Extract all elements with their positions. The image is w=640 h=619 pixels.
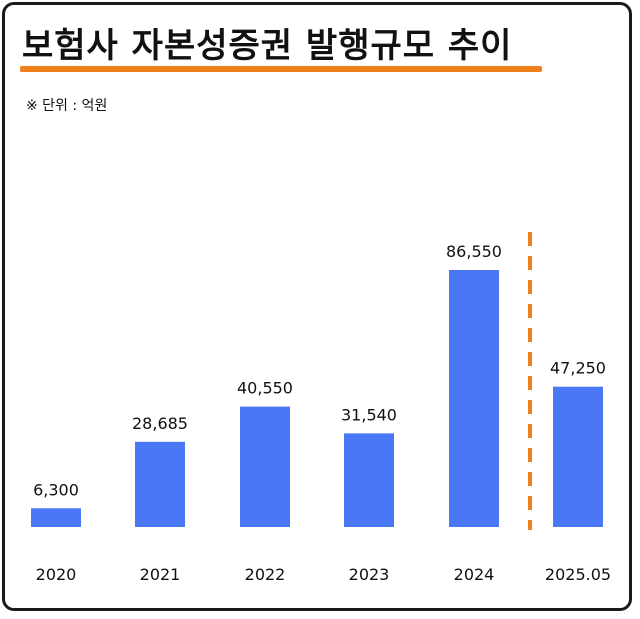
- category-label-2024: 2024: [454, 565, 495, 584]
- unit-label: ※ 단위 : 억원: [26, 98, 108, 114]
- category-label-2025.05: 2025.05: [545, 565, 611, 584]
- bar-2024: [449, 270, 499, 527]
- bar-2023: [344, 433, 394, 527]
- category-label-2020: 2020: [36, 565, 77, 584]
- title-underline: [20, 66, 542, 72]
- chart-frame: [2, 2, 632, 611]
- category-label-2022: 2022: [245, 565, 286, 584]
- category-label-2023: 2023: [349, 565, 390, 584]
- bar-2020: [31, 508, 81, 527]
- value-label-2021: 28,685: [132, 414, 188, 433]
- value-label-2022: 40,550: [237, 379, 293, 398]
- chart-title: 보험사 자본성증권 발행규모 추이: [22, 26, 513, 66]
- value-label-2025.05: 47,250: [550, 359, 606, 378]
- bar-2022: [240, 406, 290, 527]
- value-label-2020: 6,300: [33, 480, 79, 499]
- bar-2025.05: [553, 386, 603, 527]
- category-label-2021: 2021: [140, 565, 181, 584]
- value-label-2024: 86,550: [446, 242, 502, 261]
- bar-2021: [135, 441, 185, 527]
- value-label-2023: 31,540: [341, 405, 397, 424]
